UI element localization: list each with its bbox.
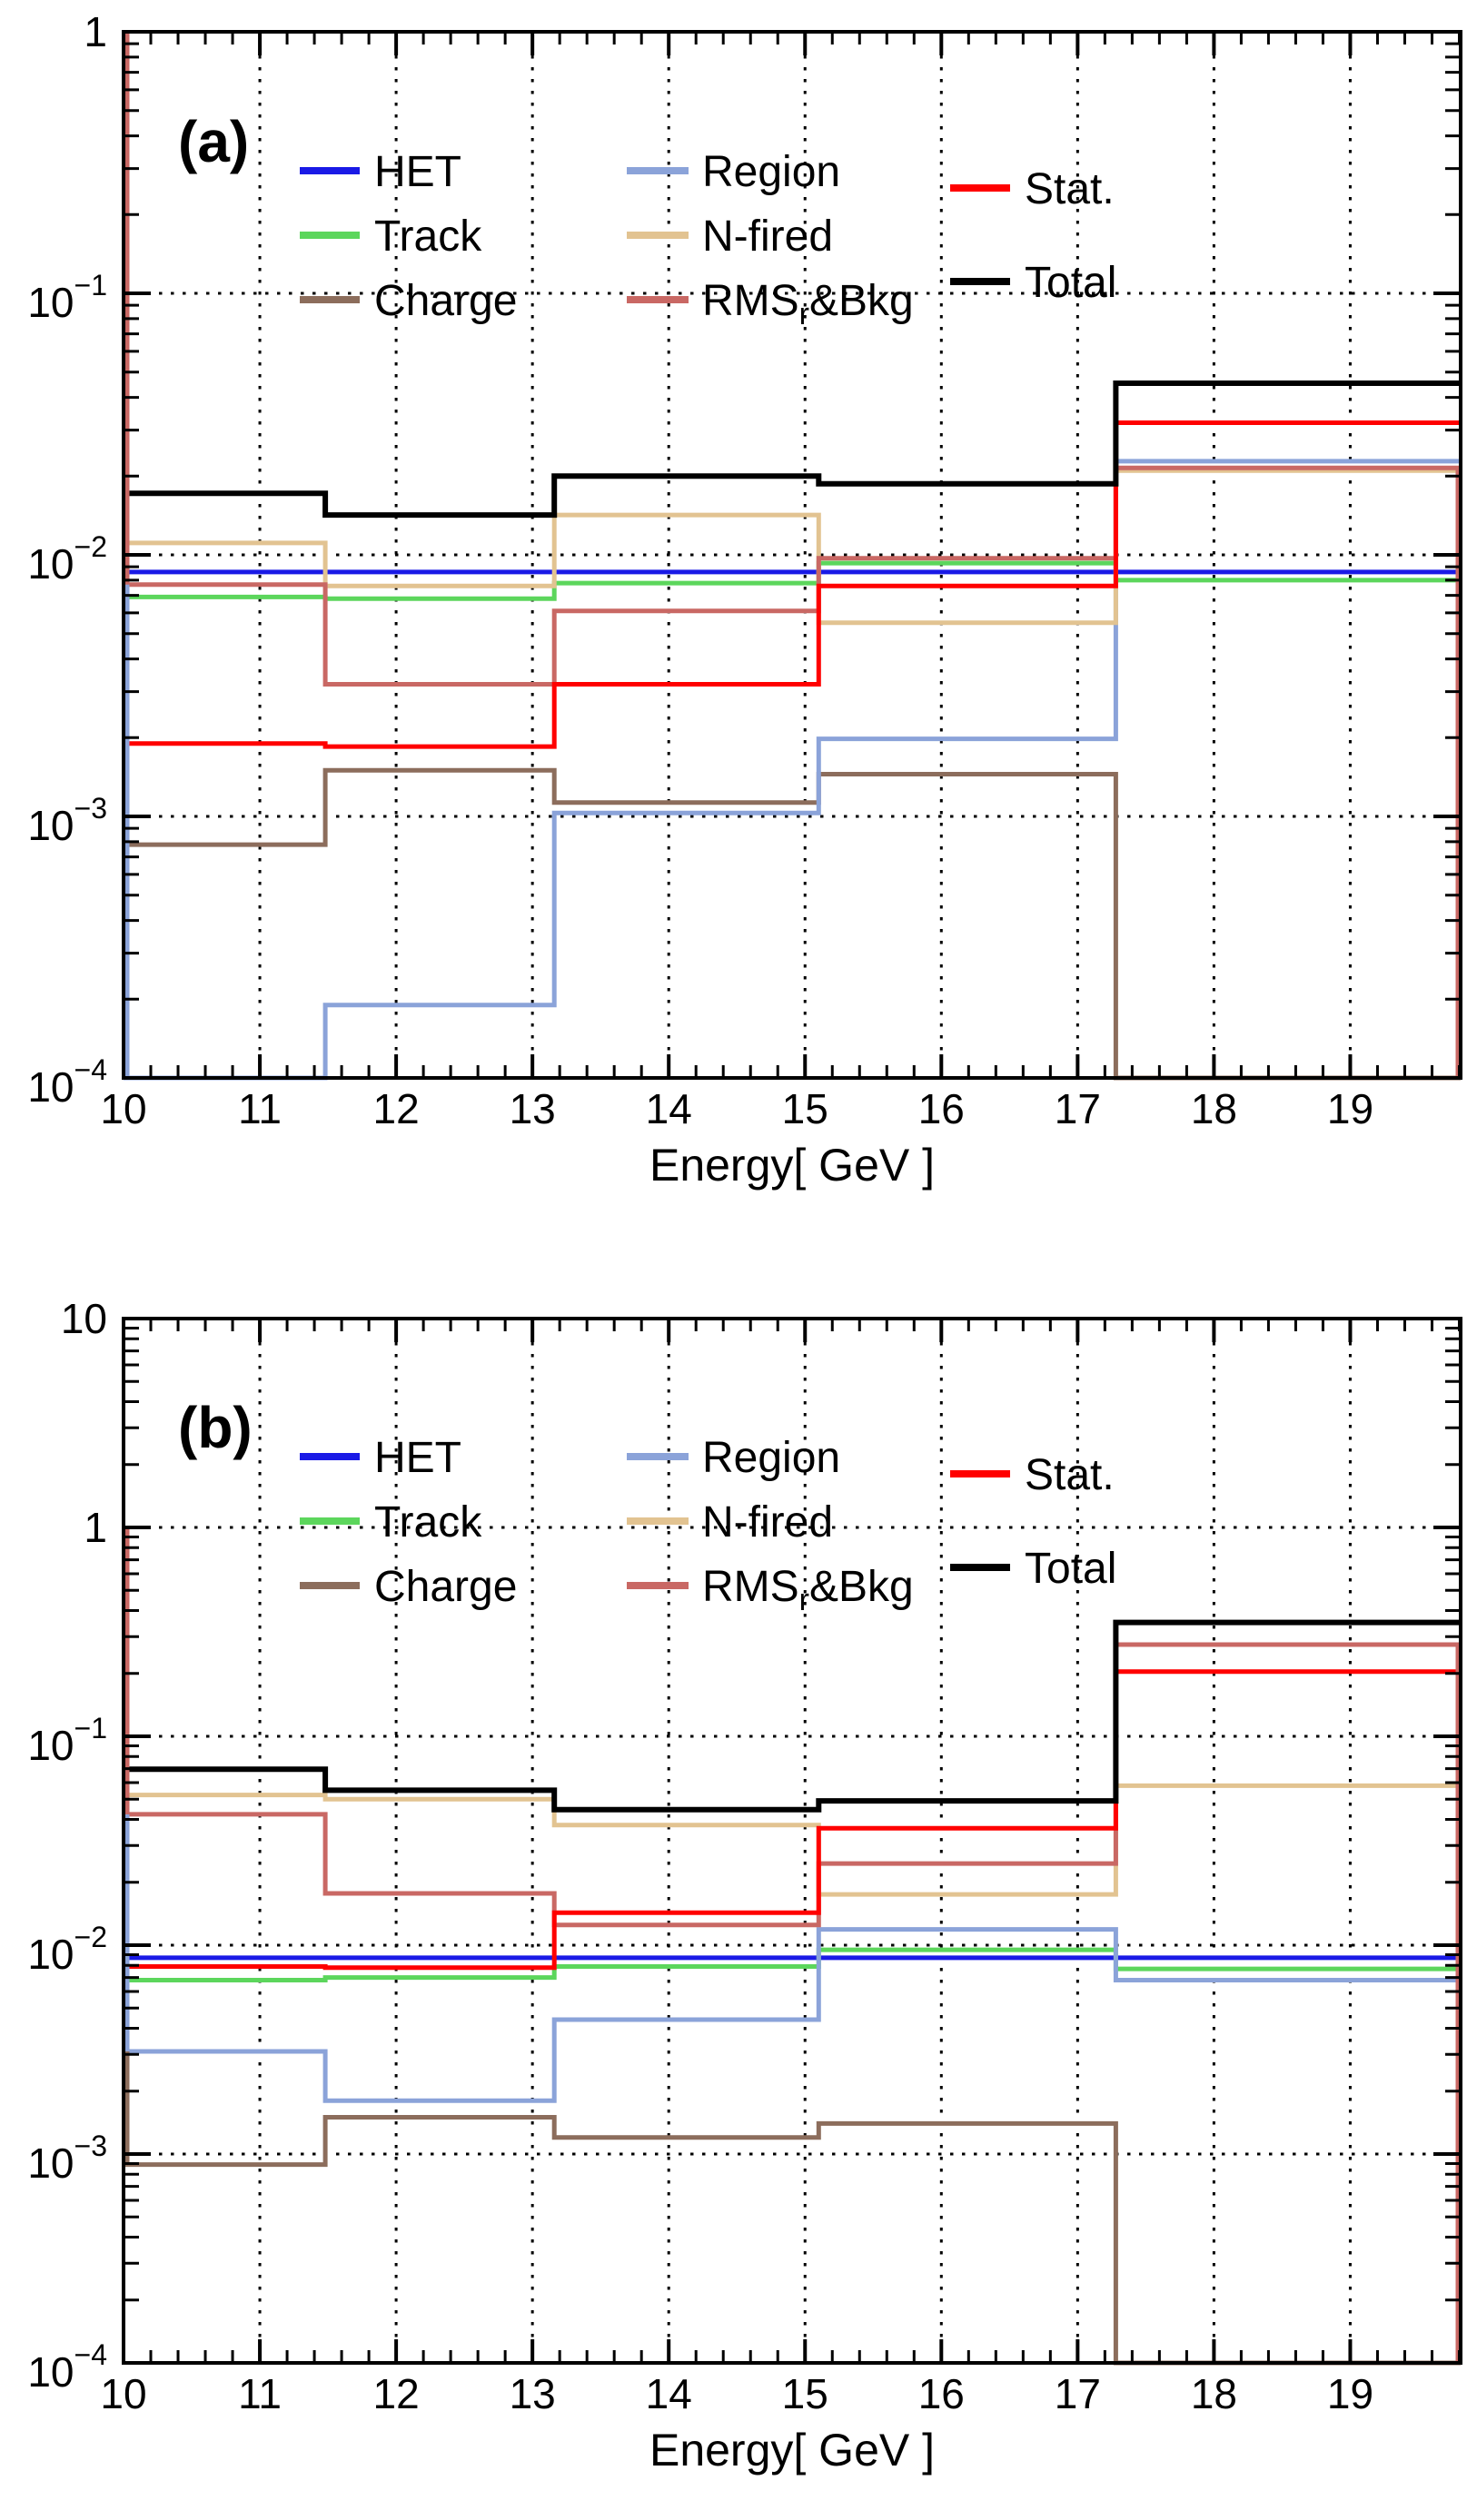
legend-label-region: Region bbox=[702, 148, 840, 196]
legend-item-total: Total bbox=[950, 259, 1116, 307]
x-tick-label-13: 13 bbox=[510, 1085, 556, 1132]
y-tick-label: 10−3 bbox=[27, 2130, 107, 2187]
y-tick-label: 10−4 bbox=[27, 2338, 107, 2396]
legend: HET Track Charge Region N-fired RMSr&Bkg Stat.… bbox=[300, 1434, 1116, 1617]
gridlines bbox=[124, 1319, 1461, 2363]
y-tick-label: 10−2 bbox=[27, 530, 107, 588]
series-charge-line bbox=[124, 767, 1461, 1081]
x-tick-label-12: 12 bbox=[373, 2370, 420, 2417]
plot-area bbox=[124, 32, 1461, 1078]
axis-ticks bbox=[122, 1317, 1461, 2365]
legend-label-stat-: Stat. bbox=[1025, 165, 1115, 213]
legend-item-region: Region bbox=[627, 1434, 840, 1482]
legend-item-het: HET bbox=[300, 1434, 461, 1482]
legend-item-n-fired: N-fired bbox=[627, 1498, 833, 1547]
legend-label-region: Region bbox=[702, 1434, 840, 1482]
x-tick-label-11: 11 bbox=[238, 2370, 282, 2417]
series-stat--line bbox=[124, 420, 1461, 749]
legend-label-n-fired: N-fired bbox=[702, 1498, 833, 1547]
series-region-line bbox=[124, 1927, 1461, 2103]
legend-label-rmsr-bkg: RMSr&Bkg bbox=[702, 277, 914, 331]
legend-label-track: Track bbox=[374, 212, 482, 261]
panel-label: (b) bbox=[178, 1395, 253, 1460]
legend-label-total: Total bbox=[1025, 259, 1116, 307]
y-tick-label: 10−4 bbox=[27, 1053, 107, 1111]
x-tick-label-18: 18 bbox=[1191, 2370, 1237, 2417]
y-tick-label: 10−3 bbox=[27, 792, 107, 849]
legend-label-track: Track bbox=[374, 1498, 482, 1547]
legend-item-region: Region bbox=[627, 148, 840, 196]
series-charge-line bbox=[124, 2115, 1461, 2366]
x-axis-title: Energy[ GeV ] bbox=[649, 2425, 935, 2476]
legend-label-het: HET bbox=[374, 1434, 461, 1482]
x-tick-label-15: 15 bbox=[782, 2370, 828, 2417]
legend-label-het: HET bbox=[374, 148, 461, 196]
legend-item-rmsr-bkg: RMSr&Bkg bbox=[627, 1563, 914, 1617]
series-total-line bbox=[124, 380, 1461, 519]
x-tick-label-13: 13 bbox=[510, 2370, 556, 2417]
x-tick-label-19: 19 bbox=[1327, 2370, 1373, 2417]
y-tick-label: 1 bbox=[84, 1504, 107, 1551]
panel-a: 10 11 12 13 14 15 16 17 18 19 1 10−1 10−2 10−3 10−4 Ene… bbox=[27, 8, 1462, 1191]
axis-ticks bbox=[122, 30, 1461, 1080]
x-tick-label-15: 15 bbox=[782, 1085, 828, 1132]
legend-label-charge: Charge bbox=[374, 1563, 517, 1611]
x-tick-label-17: 17 bbox=[1055, 2370, 1101, 2417]
y-tick-label: 10−1 bbox=[27, 1712, 107, 1769]
x-tick-label-19: 19 bbox=[1327, 1085, 1373, 1132]
x-tick-label-14: 14 bbox=[646, 1085, 692, 1132]
x-tick-label-16: 16 bbox=[918, 1085, 965, 1132]
y-tick-label: 10−1 bbox=[27, 269, 107, 326]
legend-item-charge: Charge bbox=[300, 1563, 517, 1611]
legend-item-n-fired: N-fired bbox=[627, 212, 833, 261]
x-tick-label-12: 12 bbox=[373, 1085, 420, 1132]
legend-item-het: HET bbox=[300, 148, 461, 196]
y-tick-label: 10−2 bbox=[27, 1921, 107, 1978]
x-tick-label-10: 10 bbox=[100, 2370, 146, 2417]
x-tick-label-18: 18 bbox=[1191, 1085, 1237, 1132]
x-tick-label-16: 16 bbox=[918, 2370, 965, 2417]
legend-label-n-fired: N-fired bbox=[702, 212, 833, 261]
legend-item-track: Track bbox=[300, 212, 482, 261]
y-tick-label: 1 bbox=[84, 8, 107, 55]
x-tick-label-10: 10 bbox=[100, 1085, 146, 1132]
series-total-line bbox=[124, 1619, 1461, 1813]
x-axis-title: Energy[ GeV ] bbox=[649, 1140, 935, 1191]
legend: HET Track Charge Region N-fired RMSr&Bkg Stat.… bbox=[300, 148, 1116, 331]
y-tick-label: 10 bbox=[61, 1295, 107, 1342]
legend-label-rmsr-bkg: RMSr&Bkg bbox=[702, 1563, 914, 1617]
legend-item-stat-: Stat. bbox=[950, 1451, 1115, 1499]
legend-item-stat-: Stat. bbox=[950, 165, 1115, 213]
legend-item-total: Total bbox=[950, 1545, 1116, 1593]
panel-b: 10 11 12 13 14 15 16 17 18 19 10 1 10−1 10−2 10−3 10−4 E… bbox=[27, 1295, 1462, 2476]
x-tick-label-14: 14 bbox=[646, 2370, 692, 2417]
x-tick-label-11: 11 bbox=[238, 1085, 282, 1132]
legend-item-charge: Charge bbox=[300, 277, 517, 325]
legend-label-total: Total bbox=[1025, 1545, 1116, 1593]
axis-frame bbox=[122, 1317, 1462, 2365]
legend-label-stat-: Stat. bbox=[1025, 1451, 1115, 1499]
plot-area bbox=[124, 1319, 1461, 2363]
legend-label-charge: Charge bbox=[374, 277, 517, 325]
panel-label: (a) bbox=[178, 109, 249, 174]
x-tick-label-17: 17 bbox=[1055, 1085, 1101, 1132]
legend-item-track: Track bbox=[300, 1498, 482, 1547]
legend-item-rmsr-bkg: RMSr&Bkg bbox=[627, 277, 914, 331]
